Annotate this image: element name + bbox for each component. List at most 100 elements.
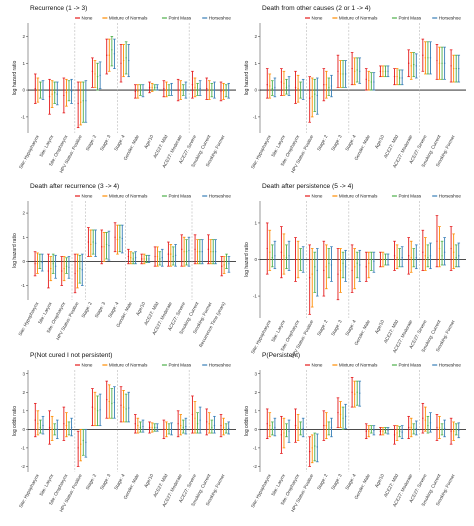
x-tick-label: Stage: 4 [344,473,357,491]
point-estimate [443,251,446,253]
point-estimate [82,439,84,442]
panel-5: P(Not cured I not persistent) None Mixture… [12,352,236,513]
point-estimate [85,441,87,444]
x-tick-label: Gender: Male [123,134,141,161]
y-axis-label: log hazard ratio [244,242,250,277]
point-estimate [370,258,373,261]
point-estimate [384,429,387,431]
point-estimate [342,262,344,264]
point-estimate [191,413,194,416]
point-estimate [120,404,122,406]
point-estimate [139,89,142,91]
point-estimate [222,426,225,429]
point-estimate [438,426,441,429]
point-estimate [141,258,143,260]
point-estimate [325,424,328,427]
point-estimate [330,264,333,266]
point-estimate [41,261,43,264]
point-estimate [151,86,153,89]
point-estimate [297,426,299,429]
point-estimate [422,251,424,253]
point-estimate [125,408,127,410]
panel-2: Death from other causes (2 or 1 -> 4) Non… [244,5,466,174]
point-estimate [323,84,325,86]
point-estimate [116,238,119,241]
point-estimate [177,89,179,91]
point-estimate [443,62,446,64]
y-tick-label: 2 [254,34,257,39]
point-estimate [339,73,342,75]
point-estimate [87,241,90,243]
point-estimate [393,255,396,257]
x-tick-label: Stage: 2 [316,319,329,337]
y-axis-label: log odds ratio [12,406,18,436]
point-estimate [407,255,410,257]
point-estimate [436,426,438,429]
point-estimate [299,428,302,431]
point-estimate [196,89,199,91]
x-tick-label: Age/10 [374,319,385,335]
point-estimate [452,430,455,432]
point-estimate [271,256,274,259]
point-estimate [90,243,92,246]
point-estimate [458,429,460,431]
x-tick-label: Stage: 3 [99,134,112,152]
point-estimate [85,100,87,102]
point-estimate [196,251,199,253]
point-estimate [63,423,65,425]
point-estimate [443,427,446,430]
point-estimate [63,94,65,97]
point-estimate [34,419,36,421]
legend-label: Point Mass [168,363,191,368]
legend-label: Mixture of Normals [109,194,148,199]
point-estimate [387,258,389,261]
point-estimate [337,70,339,72]
point-estimate [68,266,70,269]
point-estimate [323,424,325,427]
point-estimate [148,426,151,429]
point-estimate [172,255,174,258]
point-estimate [337,411,339,414]
point-estimate [42,424,44,427]
point-estimate [429,255,432,257]
point-estimate [396,432,398,434]
y-axis-label: log hazard ratio [12,61,18,96]
point-estimate [288,255,290,257]
point-estimate [398,77,401,79]
point-estimate [74,272,76,275]
x-tick-label: Stage: 2 [316,473,329,491]
point-estimate [302,89,304,91]
point-estimate [323,269,325,272]
point-estimate [63,267,65,270]
point-estimate [316,446,319,448]
point-estimate [269,251,271,253]
point-estimate [274,255,276,257]
point-estimate [398,430,401,432]
point-estimate [96,410,99,412]
point-estimate [206,88,208,90]
point-estimate [365,266,367,268]
point-estimate [50,267,52,270]
point-estimate [283,82,285,85]
point-estimate [148,258,150,260]
point-estimate [415,256,418,259]
point-estimate [370,81,373,83]
x-tick-label: Stage: 4 [344,319,357,337]
point-estimate [154,255,156,258]
x-tick-label: Stage: 4 [113,473,126,491]
point-estimate [111,49,113,51]
point-estimate [356,262,358,264]
y-tick-label: 0 [22,88,25,93]
point-estimate [311,96,313,98]
point-estimate [79,267,81,270]
point-estimate [427,424,429,427]
point-estimate [410,426,412,429]
point-estimate [455,67,457,70]
y-tick-label: -1 [21,445,26,450]
y-tick-label: 2 [22,34,25,39]
point-estimate [458,67,460,70]
y-tick-label: 0 [254,88,257,93]
point-estimate [80,101,82,103]
point-estimate [393,75,396,78]
point-estimate [297,88,299,90]
